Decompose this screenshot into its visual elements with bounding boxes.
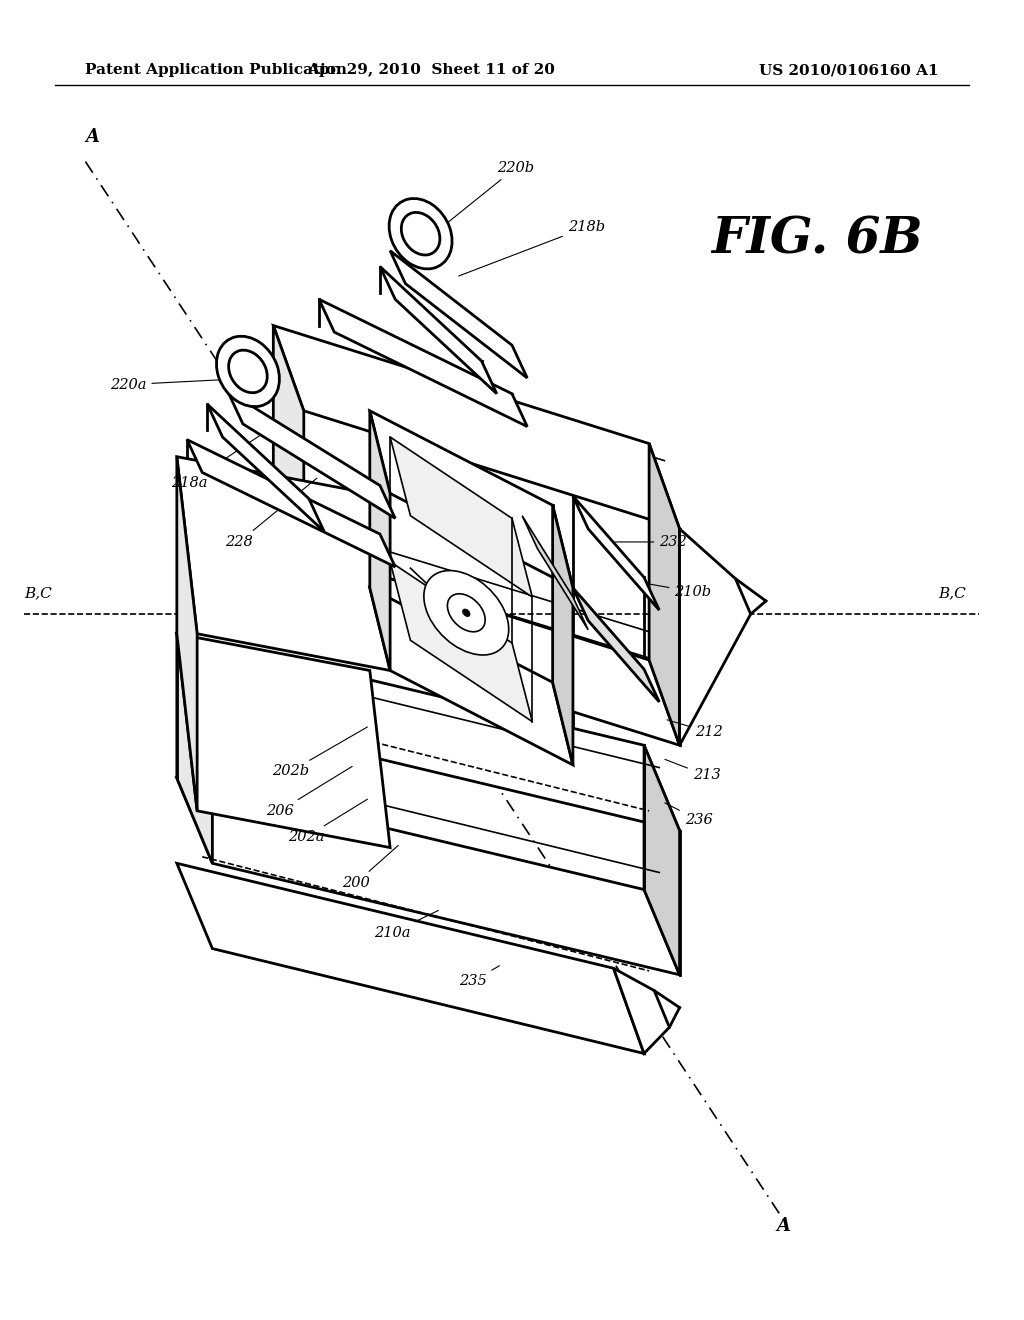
Polygon shape bbox=[553, 506, 573, 764]
Text: 202b: 202b bbox=[271, 727, 368, 779]
Polygon shape bbox=[319, 300, 527, 426]
Text: 202a: 202a bbox=[288, 799, 368, 843]
Polygon shape bbox=[390, 251, 527, 378]
Ellipse shape bbox=[389, 198, 452, 269]
Polygon shape bbox=[613, 969, 670, 1053]
Text: 228: 228 bbox=[225, 478, 316, 549]
Polygon shape bbox=[177, 863, 644, 1053]
Polygon shape bbox=[573, 496, 659, 610]
Polygon shape bbox=[177, 634, 680, 830]
Polygon shape bbox=[573, 587, 659, 702]
Text: 212: 212 bbox=[667, 719, 723, 739]
Ellipse shape bbox=[401, 213, 440, 255]
Polygon shape bbox=[370, 411, 573, 587]
Polygon shape bbox=[273, 326, 304, 627]
Polygon shape bbox=[380, 267, 497, 393]
Text: 210b: 210b bbox=[637, 582, 712, 599]
Text: US 2010/0106160 A1: US 2010/0106160 A1 bbox=[759, 63, 939, 77]
Text: 235: 235 bbox=[459, 966, 500, 989]
Text: 218a: 218a bbox=[171, 428, 271, 490]
Text: 220a: 220a bbox=[110, 378, 253, 392]
Polygon shape bbox=[187, 440, 395, 566]
Text: Patent Application Publication: Patent Application Publication bbox=[85, 63, 347, 77]
Text: B,C: B,C bbox=[25, 586, 52, 601]
Polygon shape bbox=[390, 437, 532, 597]
Polygon shape bbox=[522, 516, 588, 630]
Text: 220b: 220b bbox=[428, 161, 534, 239]
Text: 200: 200 bbox=[342, 846, 398, 890]
Text: 206: 206 bbox=[266, 767, 352, 818]
Polygon shape bbox=[177, 457, 198, 810]
Ellipse shape bbox=[447, 594, 485, 632]
Polygon shape bbox=[390, 561, 532, 722]
Text: A: A bbox=[85, 128, 99, 147]
Polygon shape bbox=[207, 404, 325, 532]
Ellipse shape bbox=[424, 570, 509, 655]
Text: 213: 213 bbox=[665, 759, 721, 783]
Polygon shape bbox=[177, 777, 680, 974]
Polygon shape bbox=[370, 411, 390, 671]
Polygon shape bbox=[680, 529, 751, 746]
Polygon shape bbox=[273, 543, 680, 746]
Ellipse shape bbox=[216, 337, 280, 407]
Text: FIG. 6B: FIG. 6B bbox=[711, 215, 923, 265]
Polygon shape bbox=[644, 746, 680, 974]
Polygon shape bbox=[177, 634, 390, 847]
Polygon shape bbox=[227, 391, 395, 519]
Ellipse shape bbox=[463, 609, 470, 616]
Polygon shape bbox=[177, 634, 212, 863]
Polygon shape bbox=[370, 587, 573, 764]
Ellipse shape bbox=[228, 350, 267, 393]
Text: B,C: B,C bbox=[939, 586, 967, 601]
Polygon shape bbox=[649, 444, 680, 746]
Text: 236: 236 bbox=[665, 803, 713, 828]
Text: 218b: 218b bbox=[459, 220, 605, 276]
Polygon shape bbox=[177, 457, 390, 671]
Text: 232: 232 bbox=[611, 535, 687, 549]
Polygon shape bbox=[273, 326, 680, 529]
Text: 210a: 210a bbox=[374, 911, 438, 940]
Text: A: A bbox=[776, 1217, 791, 1234]
Text: Apr. 29, 2010  Sheet 11 of 20: Apr. 29, 2010 Sheet 11 of 20 bbox=[307, 63, 555, 77]
